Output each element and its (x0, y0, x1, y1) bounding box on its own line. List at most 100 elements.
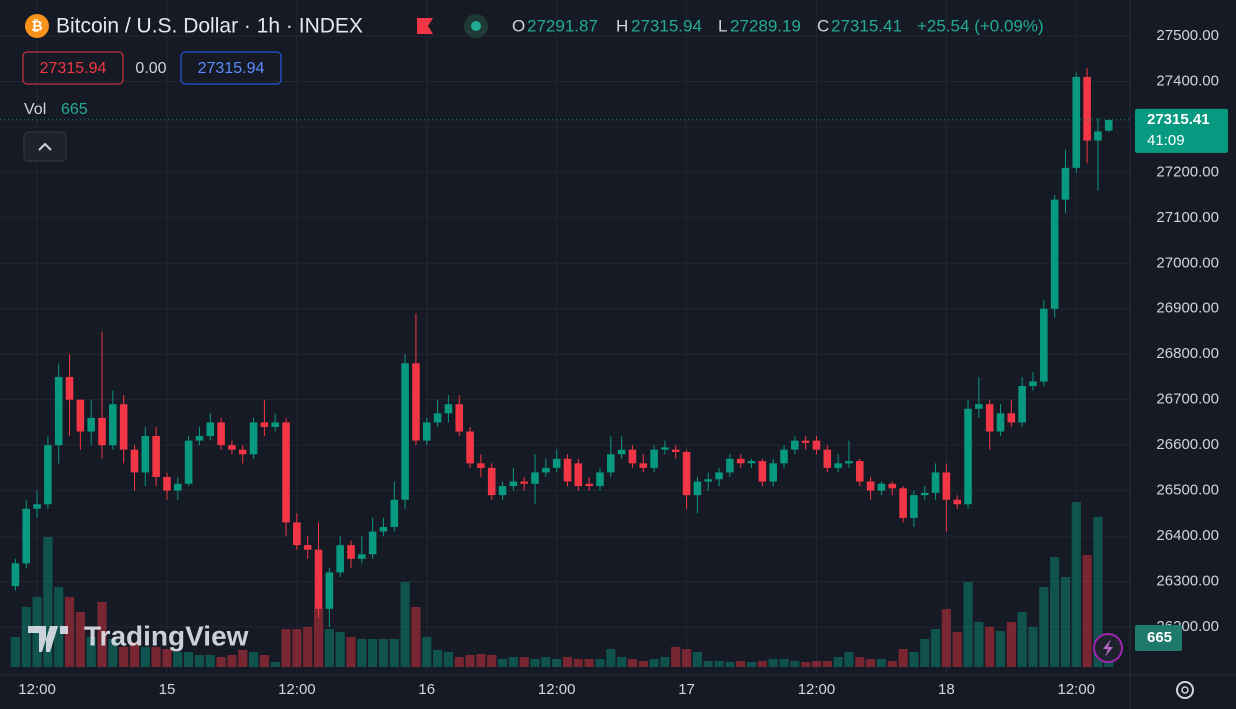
candle-body (347, 545, 355, 559)
volume-bar (681, 649, 692, 667)
volume-bar (75, 612, 85, 667)
candle-body (682, 451, 691, 496)
settings-button[interactable] (1176, 681, 1194, 699)
volume-bar (920, 639, 930, 667)
candle-body (704, 479, 713, 482)
candle-body (260, 422, 269, 427)
volume-bar (811, 661, 822, 667)
volume-bar (151, 647, 161, 667)
volume-bar (703, 661, 713, 667)
volume-bar (1071, 502, 1081, 667)
candle-body (552, 458, 561, 468)
buy-price[interactable]: 27315.94 (198, 60, 265, 77)
candle-body (1061, 167, 1070, 200)
candle-body (206, 422, 215, 437)
volume-bar (952, 632, 962, 667)
symbol-title[interactable]: Bitcoin / U.S. Dollar · 1h · INDEX (56, 15, 363, 38)
candle-body (130, 449, 139, 473)
candle-body (607, 454, 615, 473)
lightning-button[interactable] (1093, 633, 1123, 663)
volume-bar (368, 639, 378, 667)
x-tick-label: 17 (678, 681, 695, 698)
candle-body (910, 495, 918, 518)
candle-body (336, 545, 344, 573)
volume-bar (270, 662, 280, 667)
sell-box[interactable] (22, 51, 124, 85)
candle-body (812, 440, 821, 450)
header: ₿ Bitcoin / U.S. Dollar · 1h · INDEX O 2… (22, 14, 1044, 162)
candle-body (715, 472, 723, 480)
volume-bar (692, 652, 702, 667)
volume-bar (974, 622, 984, 667)
x-tick-label: 12:00 (538, 681, 576, 698)
candle-body (953, 499, 961, 505)
candle-body (358, 554, 366, 559)
countdown: 41:09 (1147, 132, 1185, 149)
volume-bar (627, 659, 638, 667)
volume-bar (43, 537, 53, 667)
candle-body (888, 483, 897, 489)
candle-body (563, 458, 572, 482)
volume-bar (736, 661, 746, 667)
candle-body (433, 413, 442, 423)
flag-icon[interactable] (417, 18, 433, 34)
candle-body (509, 481, 518, 487)
volume-bar (346, 637, 356, 667)
volume-bar (497, 659, 508, 667)
sell-price[interactable]: 27315.94 (40, 60, 107, 77)
volume-bar (725, 662, 735, 667)
candle-body (1083, 76, 1091, 141)
y-tick-label: 26300.00 (1156, 573, 1219, 590)
volume-bar (617, 657, 627, 667)
candle-body (780, 449, 788, 464)
collapse-button[interactable] (23, 131, 67, 162)
gear-icon[interactable] (1176, 681, 1194, 699)
candle-body (33, 504, 41, 509)
x-tick-label: 12:00 (798, 681, 836, 698)
volume-bar (779, 659, 789, 667)
volume-bar (129, 642, 140, 667)
candle-body (487, 467, 496, 496)
volume-bar (205, 655, 215, 667)
volume-bar (833, 657, 843, 667)
volume-bar (238, 650, 248, 667)
candle-body (520, 481, 528, 484)
y-tick-label: 27000.00 (1156, 254, 1219, 271)
volume-bar (335, 632, 345, 667)
candle-body (1029, 381, 1037, 387)
o-label: O (512, 16, 525, 35)
y-tick-label: 26600.00 (1156, 436, 1219, 453)
volume-bar (768, 659, 778, 667)
candle-body (271, 422, 280, 427)
x-tick-label: 12:00 (278, 681, 316, 698)
volume-bar (454, 657, 464, 667)
lightning-icon (1103, 639, 1113, 657)
volume-bar (1017, 612, 1027, 667)
candle-body (444, 404, 453, 414)
volume-bar (1028, 627, 1038, 667)
x-tick-label: 16 (418, 681, 435, 698)
candle-body (542, 467, 550, 473)
volume-bar (86, 637, 96, 667)
candle-body (174, 483, 182, 491)
candle-body (455, 404, 464, 432)
volume-bar (21, 607, 31, 667)
buy-box[interactable] (180, 51, 282, 85)
volume-bar (292, 629, 302, 667)
y-tick-label: 26900.00 (1156, 300, 1219, 317)
candle-body (195, 436, 204, 441)
candle-body (639, 463, 648, 468)
y-tick-label: 27200.00 (1156, 163, 1219, 180)
candle-body (585, 483, 593, 487)
candle-body (54, 376, 63, 446)
candle-body (671, 449, 680, 452)
volume-bar (562, 657, 573, 667)
spread: 0.00 (135, 60, 166, 77)
volume-bar (162, 649, 172, 667)
candle-body (574, 463, 583, 487)
candle-body (791, 440, 799, 450)
candle-body (596, 472, 604, 487)
volume-bar (801, 662, 811, 667)
l-label: L (718, 16, 727, 35)
